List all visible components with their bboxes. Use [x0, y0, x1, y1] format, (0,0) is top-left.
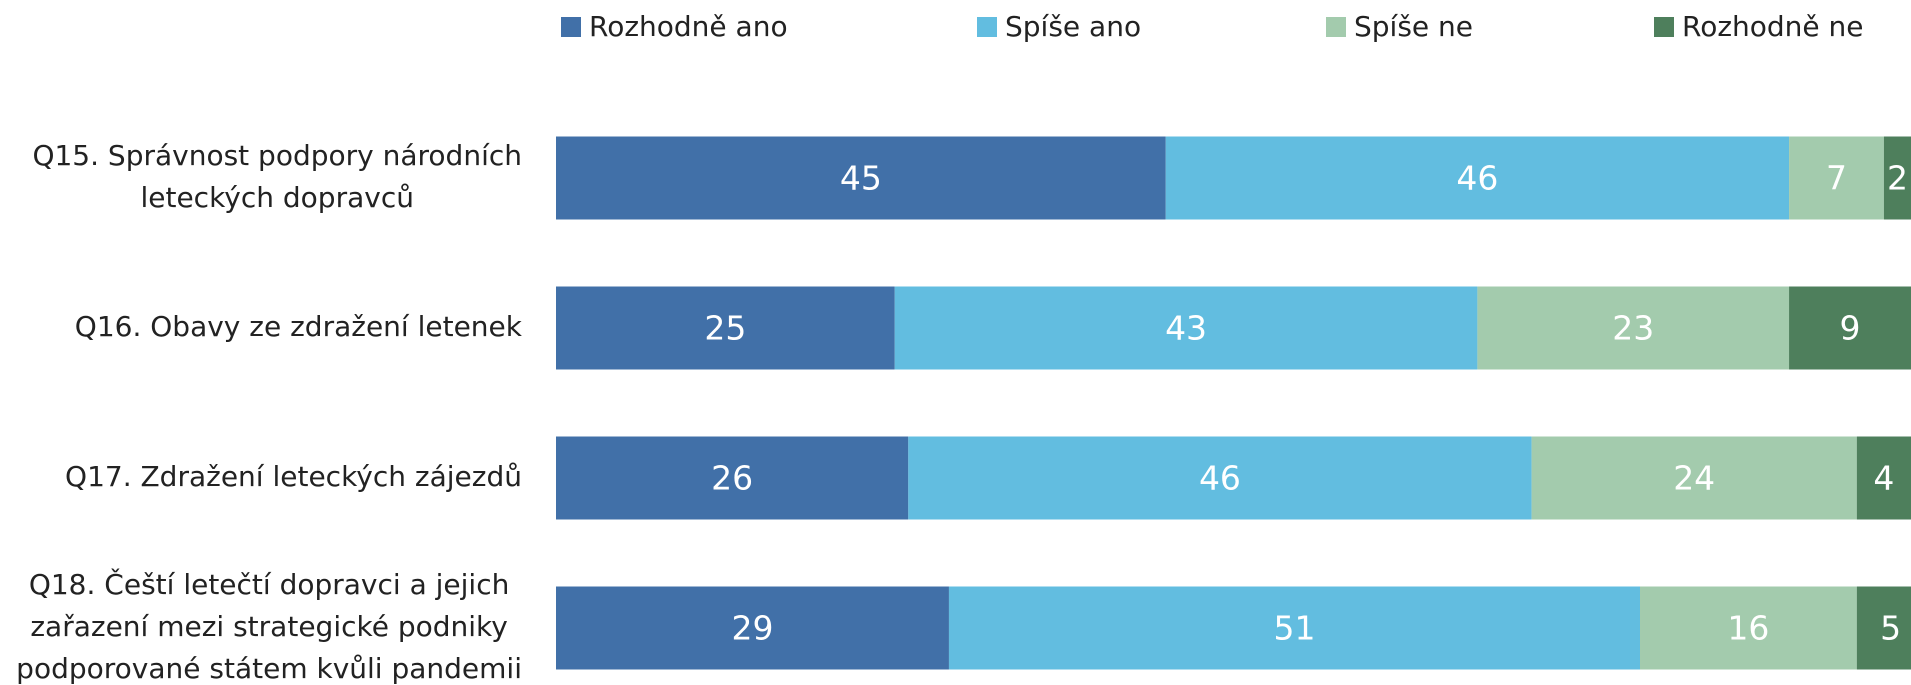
bar-segment — [1477, 286, 1790, 370]
category-line: zařazení mezi strategické podniky — [30, 610, 507, 643]
value-label: 2 — [1887, 159, 1908, 198]
value-label: 43 — [1165, 309, 1207, 348]
legend-swatch — [977, 17, 997, 37]
bar-segment — [1165, 136, 1790, 220]
category-label: Q16. Obavy ze zdražení letenek — [75, 310, 523, 343]
legend-label: Rozhodně ano — [589, 10, 788, 43]
value-label: 5 — [1880, 609, 1901, 648]
category-line: leteckých dopravců — [140, 181, 414, 214]
bar-segment — [908, 436, 1532, 520]
legend-swatch — [561, 17, 581, 37]
value-label: 24 — [1673, 459, 1715, 498]
bar-segment — [556, 286, 895, 370]
value-label: 9 — [1840, 309, 1861, 348]
category-line: Q17. Zdražení leteckých zájezdů — [65, 460, 522, 493]
value-label: 26 — [711, 459, 753, 498]
value-label: 45 — [840, 159, 882, 198]
value-label: 51 — [1273, 609, 1315, 648]
category-label: Q15. Správnost podpory národních leteckýc… — [32, 139, 522, 214]
bar-segment — [1883, 136, 1911, 220]
category-label: Q18. Čeští letečtí dopravci a jejich zařa… — [16, 567, 522, 685]
bar-segment — [556, 436, 909, 520]
bar-segment — [1856, 436, 1911, 520]
value-label: 7 — [1826, 159, 1847, 198]
legend-swatch — [1654, 17, 1674, 37]
legend-label: Rozhodně ne — [1682, 10, 1864, 43]
value-label: 25 — [704, 309, 746, 348]
value-label: 23 — [1612, 309, 1654, 348]
value-label: 46 — [1199, 459, 1241, 498]
bar-segment — [556, 136, 1166, 220]
bar-segment — [894, 286, 1478, 370]
value-label: 4 — [1873, 459, 1894, 498]
category-line: Q16. Obavy ze zdražení letenek — [75, 310, 523, 343]
value-label: 16 — [1727, 609, 1769, 648]
value-label: 46 — [1456, 159, 1498, 198]
category-label: Q17. Zdražení leteckých zájezdů — [65, 460, 522, 493]
value-label: 29 — [731, 609, 773, 648]
category-line: podporované státem kvůli pandemii — [16, 652, 522, 685]
legend-swatch — [1326, 17, 1346, 37]
bar-segment — [1856, 586, 1911, 670]
legend-label: Spíše ano — [1005, 10, 1141, 43]
bar-segment — [948, 586, 1640, 670]
bar-segment — [1789, 136, 1884, 220]
bar-segment — [1531, 436, 1857, 520]
bar-segment — [1640, 586, 1857, 670]
category-line: Q15. Správnost podpory národních — [32, 139, 522, 172]
bar-segment — [556, 586, 949, 670]
bar-segment — [1789, 286, 1911, 370]
legend-label: Spíše ne — [1354, 10, 1473, 43]
category-line: Q18. Čeští letečtí dopravci a jejich — [29, 567, 510, 601]
